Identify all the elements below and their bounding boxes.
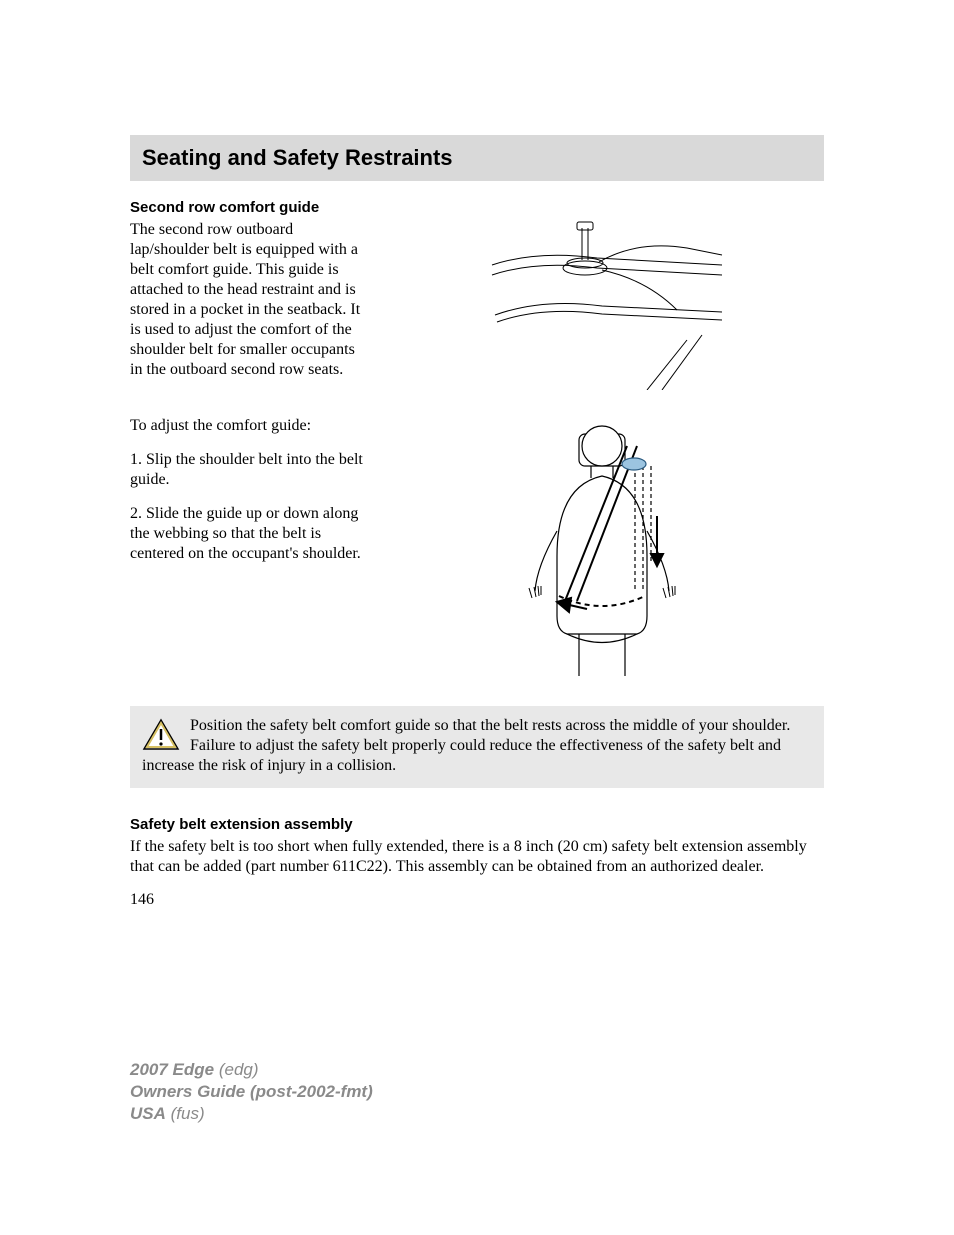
warning-callout: Position the safety belt comfort guide s… [130, 706, 824, 788]
adjust-step-2: 2. Slide the guide up or down along the … [130, 504, 370, 564]
comfort-guide-intro: The second row outboard lap/shoulder bel… [130, 220, 370, 380]
footer-metadata: 2007 Edge (edg) Owners Guide (post-2002-… [130, 1059, 373, 1125]
section-title: Seating and Safety Restraints [142, 145, 812, 171]
subsection-heading-comfort-guide: Second row comfort guide [130, 199, 824, 216]
footer-region-code: (fus) [166, 1104, 205, 1123]
warning-triangle-icon [142, 718, 180, 752]
footer-guide: Owners Guide (post-2002-fmt) [130, 1082, 373, 1101]
warning-text: Position the safety belt comfort guide s… [142, 717, 790, 774]
adjust-intro: To adjust the comfort guide: [130, 416, 370, 436]
footer-model: 2007 Edge [130, 1060, 214, 1079]
adjust-step-1: 1. Slip the shoulder belt into the belt … [130, 450, 370, 490]
footer-model-code: (edg) [214, 1060, 258, 1079]
subsection-heading-extension: Safety belt extension assembly [130, 816, 824, 833]
illustration-headrest-guide [390, 220, 824, 390]
extension-paragraph: If the safety belt is too short when ful… [130, 837, 824, 877]
comfort-guide-clip [622, 458, 646, 470]
section-title-bar: Seating and Safety Restraints [130, 135, 824, 181]
illustration-occupant-belt [390, 416, 824, 676]
page-number: 146 [130, 891, 824, 909]
footer-region: USA [130, 1104, 166, 1123]
